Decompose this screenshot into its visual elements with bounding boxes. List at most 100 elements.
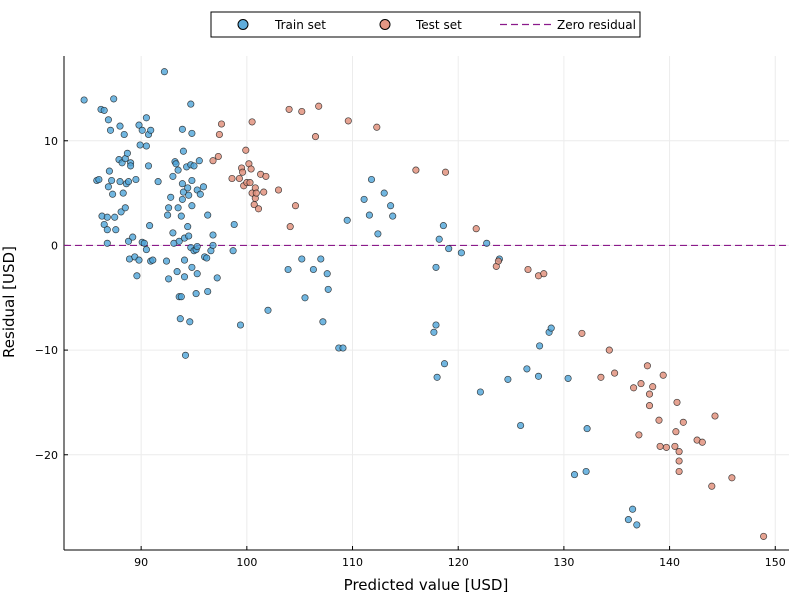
test-point xyxy=(260,188,268,196)
train-point xyxy=(165,275,173,283)
train-point xyxy=(433,373,441,381)
test-point xyxy=(298,107,306,116)
train-point xyxy=(483,239,491,247)
train-point xyxy=(105,167,113,175)
train-point xyxy=(103,213,111,221)
train-point xyxy=(186,318,194,326)
legend-zero-line-label: Zero residual xyxy=(557,18,636,32)
train-point xyxy=(154,178,162,186)
test-point xyxy=(698,438,706,446)
data-points xyxy=(80,68,768,540)
train-point xyxy=(536,342,544,350)
legend: Train set Test set Zero residual xyxy=(210,11,641,38)
test-point xyxy=(412,166,420,174)
test-point xyxy=(673,398,681,406)
test-point xyxy=(711,412,719,420)
x-tick-label: 120 xyxy=(448,556,469,569)
train-point xyxy=(162,257,171,265)
train-point xyxy=(184,223,192,231)
test-point xyxy=(494,257,502,265)
train-point xyxy=(112,226,120,234)
train-point xyxy=(439,222,447,230)
y-tick-label: −20 xyxy=(35,449,58,462)
train-point xyxy=(160,68,168,76)
train-point xyxy=(476,388,484,396)
train-point xyxy=(121,204,129,212)
train-point xyxy=(178,195,186,203)
train-point xyxy=(109,190,117,198)
test-point xyxy=(235,174,243,183)
train-point xyxy=(174,204,182,212)
train-point xyxy=(185,191,193,199)
train-point xyxy=(181,351,190,359)
test-point xyxy=(248,118,256,126)
test-point xyxy=(239,168,247,176)
train-point xyxy=(204,287,212,296)
train-point xyxy=(309,265,317,274)
train-point xyxy=(135,121,143,129)
train-point xyxy=(138,126,146,134)
test-point xyxy=(659,371,667,379)
test-point xyxy=(611,369,619,377)
train-point xyxy=(100,106,108,114)
train-point xyxy=(147,126,155,134)
test-point xyxy=(524,265,532,274)
test-point xyxy=(274,186,283,194)
legend-train-marker xyxy=(237,19,249,30)
series-test xyxy=(209,102,768,540)
train-point xyxy=(547,324,555,332)
x-tick-label: 130 xyxy=(553,556,574,569)
train-point xyxy=(179,147,187,155)
test-point xyxy=(247,165,255,173)
test-point xyxy=(578,329,586,337)
legend-box xyxy=(210,11,641,38)
train-point xyxy=(445,245,453,253)
train-point xyxy=(435,235,443,243)
train-point xyxy=(190,162,198,170)
test-point xyxy=(242,146,250,154)
train-point xyxy=(360,195,368,203)
train-point xyxy=(146,222,154,230)
train-point xyxy=(195,157,203,165)
test-point xyxy=(605,346,613,354)
test-point xyxy=(373,123,381,131)
train-point xyxy=(179,188,187,196)
train-point xyxy=(317,255,325,263)
train-point xyxy=(178,180,186,188)
test-point xyxy=(662,443,670,451)
x-tick-label: 90 xyxy=(134,556,148,569)
test-point xyxy=(228,174,236,183)
test-point xyxy=(656,442,664,450)
test-point xyxy=(315,102,323,110)
train-point xyxy=(323,270,331,278)
test-point xyxy=(637,380,645,388)
train-point xyxy=(193,270,201,278)
train-point xyxy=(110,95,118,103)
train-point xyxy=(209,231,217,239)
train-point xyxy=(95,175,103,184)
train-point xyxy=(140,239,148,247)
test-point xyxy=(217,120,226,128)
train-point xyxy=(103,239,111,247)
train-point xyxy=(185,232,193,240)
train-point xyxy=(188,129,196,137)
train-point xyxy=(129,233,137,241)
train-point xyxy=(264,306,272,314)
test-point xyxy=(214,152,222,161)
train-point xyxy=(149,256,157,264)
train-point xyxy=(132,175,140,184)
train-point xyxy=(582,467,590,476)
train-point xyxy=(176,315,184,323)
test-point xyxy=(675,467,683,476)
train-point xyxy=(199,183,208,191)
test-point xyxy=(655,416,663,424)
test-point xyxy=(675,448,683,456)
train-point xyxy=(432,263,440,271)
x-tick-label: 100 xyxy=(236,556,257,569)
test-point xyxy=(672,428,680,436)
x-axis-label: Predicted value [USD] xyxy=(344,576,509,594)
train-point xyxy=(111,213,119,221)
train-point xyxy=(142,114,150,122)
train-point xyxy=(583,425,591,433)
